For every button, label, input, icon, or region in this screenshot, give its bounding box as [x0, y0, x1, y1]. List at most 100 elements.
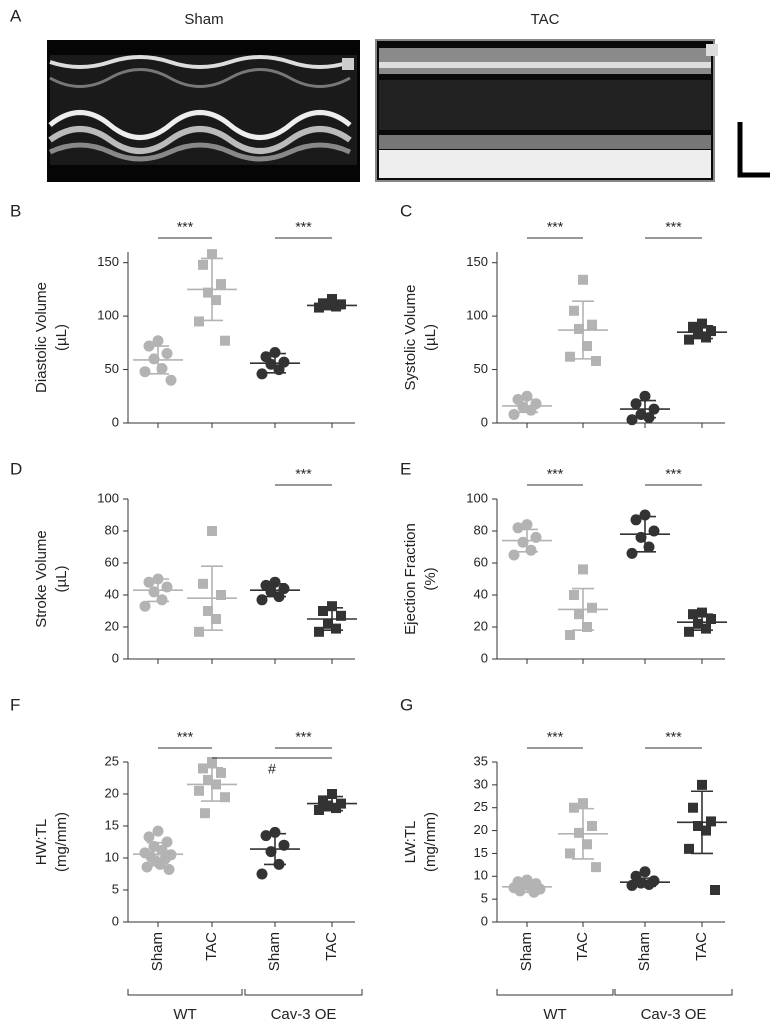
data-point [165, 374, 177, 386]
data-point [525, 544, 537, 556]
group-bracket [614, 989, 733, 996]
y-axis-title: (mg/mm) [53, 812, 70, 872]
significance-label: *** [547, 466, 564, 482]
data-point [314, 626, 324, 637]
data-point [591, 862, 601, 873]
data-point [156, 844, 168, 856]
y-axis-title: HW:TL [33, 819, 50, 865]
data-point [152, 335, 164, 347]
data-point [198, 259, 208, 270]
x-tick-label: TAC [323, 932, 340, 961]
data-point [269, 576, 281, 588]
data-point [565, 351, 575, 362]
data-point [508, 408, 520, 420]
data-point [278, 839, 290, 851]
y-tick-label: 5 [112, 881, 119, 896]
data-point [688, 802, 698, 813]
y-tick-label: 35 [474, 753, 488, 768]
y-tick-label: 150 [97, 254, 119, 269]
data-point [639, 390, 651, 402]
data-point [701, 825, 711, 836]
data-point [574, 827, 584, 838]
data-point [256, 868, 268, 880]
data-point [216, 767, 226, 778]
y-tick-label: 0 [481, 414, 488, 429]
data-point [327, 601, 337, 612]
data-point [156, 362, 168, 374]
y-tick-label: 0 [481, 913, 488, 928]
data-point [626, 414, 638, 426]
x-tick-label: TAC [574, 932, 591, 961]
group-label: Cav-3 OE [641, 1006, 707, 1023]
y-tick-label: 100 [97, 490, 119, 505]
data-point [565, 848, 575, 859]
data-point [514, 885, 526, 897]
group-bracket [244, 989, 363, 996]
data-point [163, 864, 175, 876]
data-point [706, 816, 716, 827]
data-point [569, 305, 579, 316]
data-point [269, 826, 281, 838]
x-tick-label: TAC [203, 932, 220, 961]
data-point [216, 279, 226, 290]
data-point [139, 600, 151, 612]
y-tick-label: 15 [474, 845, 488, 860]
data-point [574, 323, 584, 334]
y-tick-label: 20 [105, 785, 119, 800]
data-point [148, 353, 160, 365]
data-point [582, 839, 592, 850]
group-label: WT [173, 1006, 196, 1023]
scale-bar [737, 122, 770, 178]
y-axis-title: Diastolic Volume [33, 282, 50, 393]
significance-label: *** [547, 729, 564, 745]
data-point [152, 825, 164, 837]
data-point [211, 614, 221, 624]
data-point [688, 321, 698, 332]
y-tick-label: 20 [105, 618, 119, 633]
y-tick-label: 20 [474, 822, 488, 837]
data-point [578, 798, 588, 809]
data-point [314, 302, 324, 313]
data-point [203, 287, 213, 298]
group-bracket [496, 989, 614, 996]
data-point [141, 861, 153, 873]
y-tick-label: 5 [481, 891, 488, 906]
data-point [327, 294, 337, 305]
data-point [327, 789, 337, 799]
significance-label: *** [295, 219, 312, 235]
y-tick-label: 0 [112, 913, 119, 928]
y-axis-title: LW:TL [402, 821, 419, 864]
y-tick-label: 10 [105, 849, 119, 864]
data-point [331, 803, 341, 814]
group-label: Cav-3 OE [271, 1006, 337, 1023]
data-point [587, 821, 597, 831]
data-point [256, 368, 268, 380]
data-point [148, 586, 160, 598]
panel-label: F [10, 695, 20, 714]
data-point [198, 578, 208, 589]
y-tick-label: 100 [97, 308, 119, 323]
data-point [203, 774, 213, 785]
y-tick-label: 100 [466, 308, 488, 323]
y-tick-label: 10 [474, 868, 488, 883]
data-point [265, 358, 277, 370]
group-bracket [127, 989, 243, 996]
data-point [194, 626, 204, 637]
y-tick-label: 40 [105, 586, 119, 601]
data-point [220, 792, 230, 803]
data-point [697, 779, 707, 790]
significance-label: *** [547, 219, 564, 235]
data-point [565, 630, 575, 640]
data-point [569, 802, 579, 813]
y-tick-label: 25 [105, 753, 119, 768]
data-point [710, 885, 720, 895]
data-point [216, 590, 226, 600]
y-tick-label: 0 [481, 650, 488, 665]
y-tick-label: 0 [112, 650, 119, 665]
data-point [203, 606, 213, 616]
panel-label: E [400, 459, 411, 478]
y-tick-label: 60 [474, 554, 488, 569]
data-point [587, 319, 597, 330]
data-point [207, 757, 217, 767]
